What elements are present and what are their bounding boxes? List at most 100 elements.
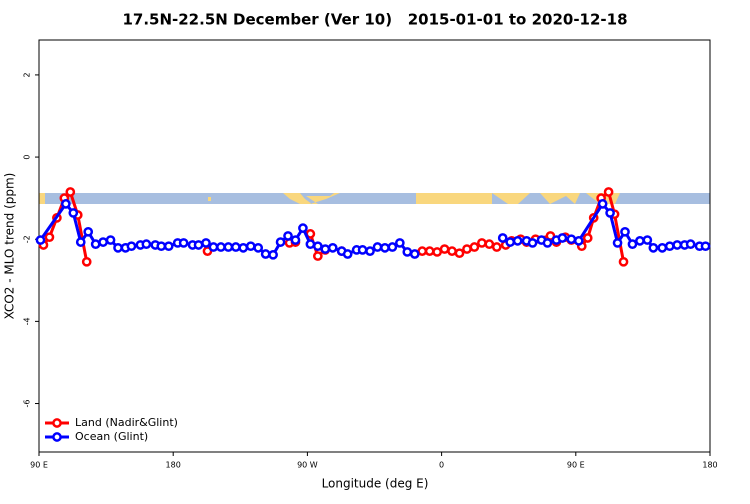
point	[432, 247, 442, 257]
y-tick-label: -4	[23, 317, 32, 325]
legend-marker	[52, 418, 62, 428]
series	[35, 199, 711, 260]
point	[178, 238, 189, 248]
land-patch	[208, 197, 211, 201]
point	[201, 238, 211, 248]
point	[603, 187, 614, 197]
point	[417, 246, 428, 256]
point	[409, 249, 420, 259]
point	[627, 239, 638, 250]
point	[462, 244, 472, 254]
point	[268, 249, 278, 260]
point	[527, 238, 538, 248]
point	[208, 242, 219, 252]
point	[327, 242, 338, 253]
point	[298, 223, 308, 233]
point	[394, 238, 405, 248]
point	[597, 199, 608, 209]
point	[566, 234, 577, 245]
point	[113, 242, 123, 253]
point	[163, 241, 174, 252]
point	[605, 208, 615, 218]
point	[454, 248, 465, 259]
point	[245, 241, 256, 252]
point	[312, 251, 323, 261]
point	[35, 235, 46, 245]
point	[469, 242, 480, 252]
land-patch	[283, 193, 340, 204]
point	[620, 226, 630, 237]
y-tick-label: -6	[23, 400, 32, 408]
point	[447, 246, 457, 256]
point	[648, 242, 659, 253]
point	[582, 233, 593, 243]
point	[557, 233, 568, 243]
point	[484, 239, 495, 250]
point	[230, 242, 241, 252]
point	[357, 245, 368, 255]
ocean-strip	[39, 193, 710, 204]
point	[497, 233, 508, 243]
point	[216, 242, 226, 252]
point	[105, 235, 116, 245]
point	[305, 239, 316, 250]
point	[290, 235, 301, 245]
point	[126, 241, 137, 252]
point	[81, 256, 92, 267]
y-tick-label: -2	[23, 235, 32, 243]
point	[700, 241, 711, 252]
x-tick-label: 0	[439, 461, 444, 470]
point	[156, 241, 167, 252]
legend-marker	[52, 432, 62, 442]
x-axis-label: Longitude (deg E)	[322, 477, 429, 491]
x-tick-label: 90 W	[297, 461, 318, 470]
point	[372, 242, 383, 252]
point	[635, 236, 645, 246]
point	[320, 244, 331, 254]
point	[402, 247, 413, 257]
y-tick-label: 0	[23, 155, 32, 160]
point	[44, 232, 55, 243]
point	[542, 238, 553, 248]
point	[380, 242, 390, 253]
point	[664, 241, 675, 252]
point	[193, 240, 204, 250]
point	[657, 242, 668, 253]
point	[283, 231, 293, 241]
point	[312, 241, 323, 252]
point	[512, 236, 523, 246]
x-tick-label: 180	[702, 461, 717, 470]
point	[618, 256, 629, 267]
point	[477, 238, 487, 248]
point	[573, 236, 584, 246]
point	[275, 237, 286, 247]
point	[83, 226, 94, 237]
point	[365, 246, 375, 256]
point	[65, 187, 76, 197]
point	[260, 249, 271, 259]
point	[387, 242, 398, 252]
point	[424, 246, 435, 256]
point	[439, 244, 450, 254]
x-tick-label: 180	[166, 461, 181, 470]
x-tick-label: 90 E	[30, 461, 48, 470]
point	[60, 199, 71, 209]
point	[238, 242, 249, 253]
point	[342, 249, 353, 259]
point	[68, 208, 79, 218]
point	[642, 235, 653, 245]
point	[141, 239, 152, 250]
land-patch	[416, 193, 492, 204]
point	[223, 242, 234, 252]
point	[612, 238, 623, 248]
point	[685, 239, 696, 250]
point	[253, 242, 264, 253]
land-patch	[492, 193, 530, 204]
point	[98, 237, 108, 247]
chart-title: 17.5N-22.5N December (Ver 10) 2015-01-01…	[122, 11, 627, 29]
y-tick-label: 2	[23, 72, 32, 77]
land-patch	[39, 193, 45, 204]
y-axis-label: XCO2 - MLO trend (ppm)	[3, 173, 17, 320]
point	[491, 242, 502, 252]
